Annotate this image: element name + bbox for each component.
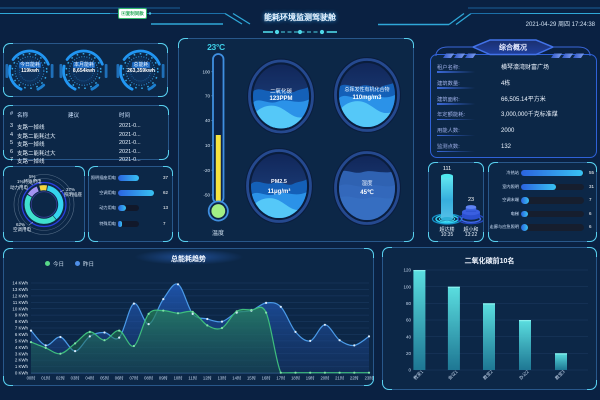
svg-text:7 KWh: 7 KWh [15,326,29,331]
svg-text:01时: 01时 [41,375,51,381]
svg-text:11时: 11时 [188,375,197,381]
svg-text:22时: 22时 [350,375,360,381]
svg-text:6 KWh: 6 KWh [15,332,29,337]
svg-text:120: 120 [403,268,411,273]
svg-text:10 KWh: 10 KWh [12,306,28,311]
svg-text:16时: 16时 [262,375,272,381]
svg-text:18时: 18时 [291,375,301,381]
svg-text:00时: 00时 [27,375,37,381]
svg-text:80: 80 [406,301,412,306]
svg-text:05时: 05时 [100,375,110,381]
svg-text:17时: 17时 [276,375,286,381]
svg-text:1 KWh: 1 KWh [15,364,29,369]
svg-text:14时: 14时 [232,375,242,381]
svg-text:21时: 21时 [335,375,345,381]
svg-text:09时: 09时 [159,375,169,381]
svg-text:12时: 12时 [203,375,213,381]
svg-text:3 KWh: 3 KWh [15,351,29,356]
svg-text:9 KWh: 9 KWh [15,313,29,318]
svg-text:19时: 19时 [306,375,316,381]
svg-text:2 KWh: 2 KWh [15,358,29,363]
svg-text:60: 60 [406,318,412,323]
svg-text:15时: 15时 [247,375,257,381]
svg-text:10时: 10时 [174,375,184,381]
svg-text:23时: 23时 [365,375,373,381]
svg-text:100: 100 [202,69,210,74]
svg-text:20时: 20时 [320,375,330,381]
svg-text:11 KWh: 11 KWh [13,300,29,305]
svg-text:07时: 07时 [129,375,139,381]
svg-text:10: 10 [205,143,211,148]
svg-text:40: 40 [406,334,412,339]
svg-text:13 KWh: 13 KWh [12,287,28,292]
svg-text:5 KWh: 5 KWh [15,339,29,344]
svg-text:03时: 03时 [71,375,81,381]
svg-text:100: 100 [403,284,411,289]
svg-text:70: 70 [205,93,211,98]
svg-text:4 KWh: 4 KWh [15,345,29,350]
svg-text:08时: 08时 [144,375,154,381]
svg-text:40: 40 [205,118,211,123]
svg-text:0: 0 [408,368,411,373]
svg-text:0 KWh: 0 KWh [15,371,29,376]
svg-text:20: 20 [406,351,412,356]
svg-text:12 KWh: 12 KWh [12,294,28,299]
svg-text:-20: -20 [203,168,210,173]
svg-text:8 KWh: 8 KWh [15,319,29,324]
svg-text:综合概况: 综合概况 [499,43,527,52]
svg-text:13时: 13时 [218,375,228,381]
svg-text:04时: 04时 [85,375,95,381]
svg-text:14 KWh: 14 KWh [12,281,28,286]
svg-text:-50: -50 [203,193,210,198]
svg-text:06时: 06时 [115,375,125,381]
svg-text:02时: 02时 [56,375,66,381]
